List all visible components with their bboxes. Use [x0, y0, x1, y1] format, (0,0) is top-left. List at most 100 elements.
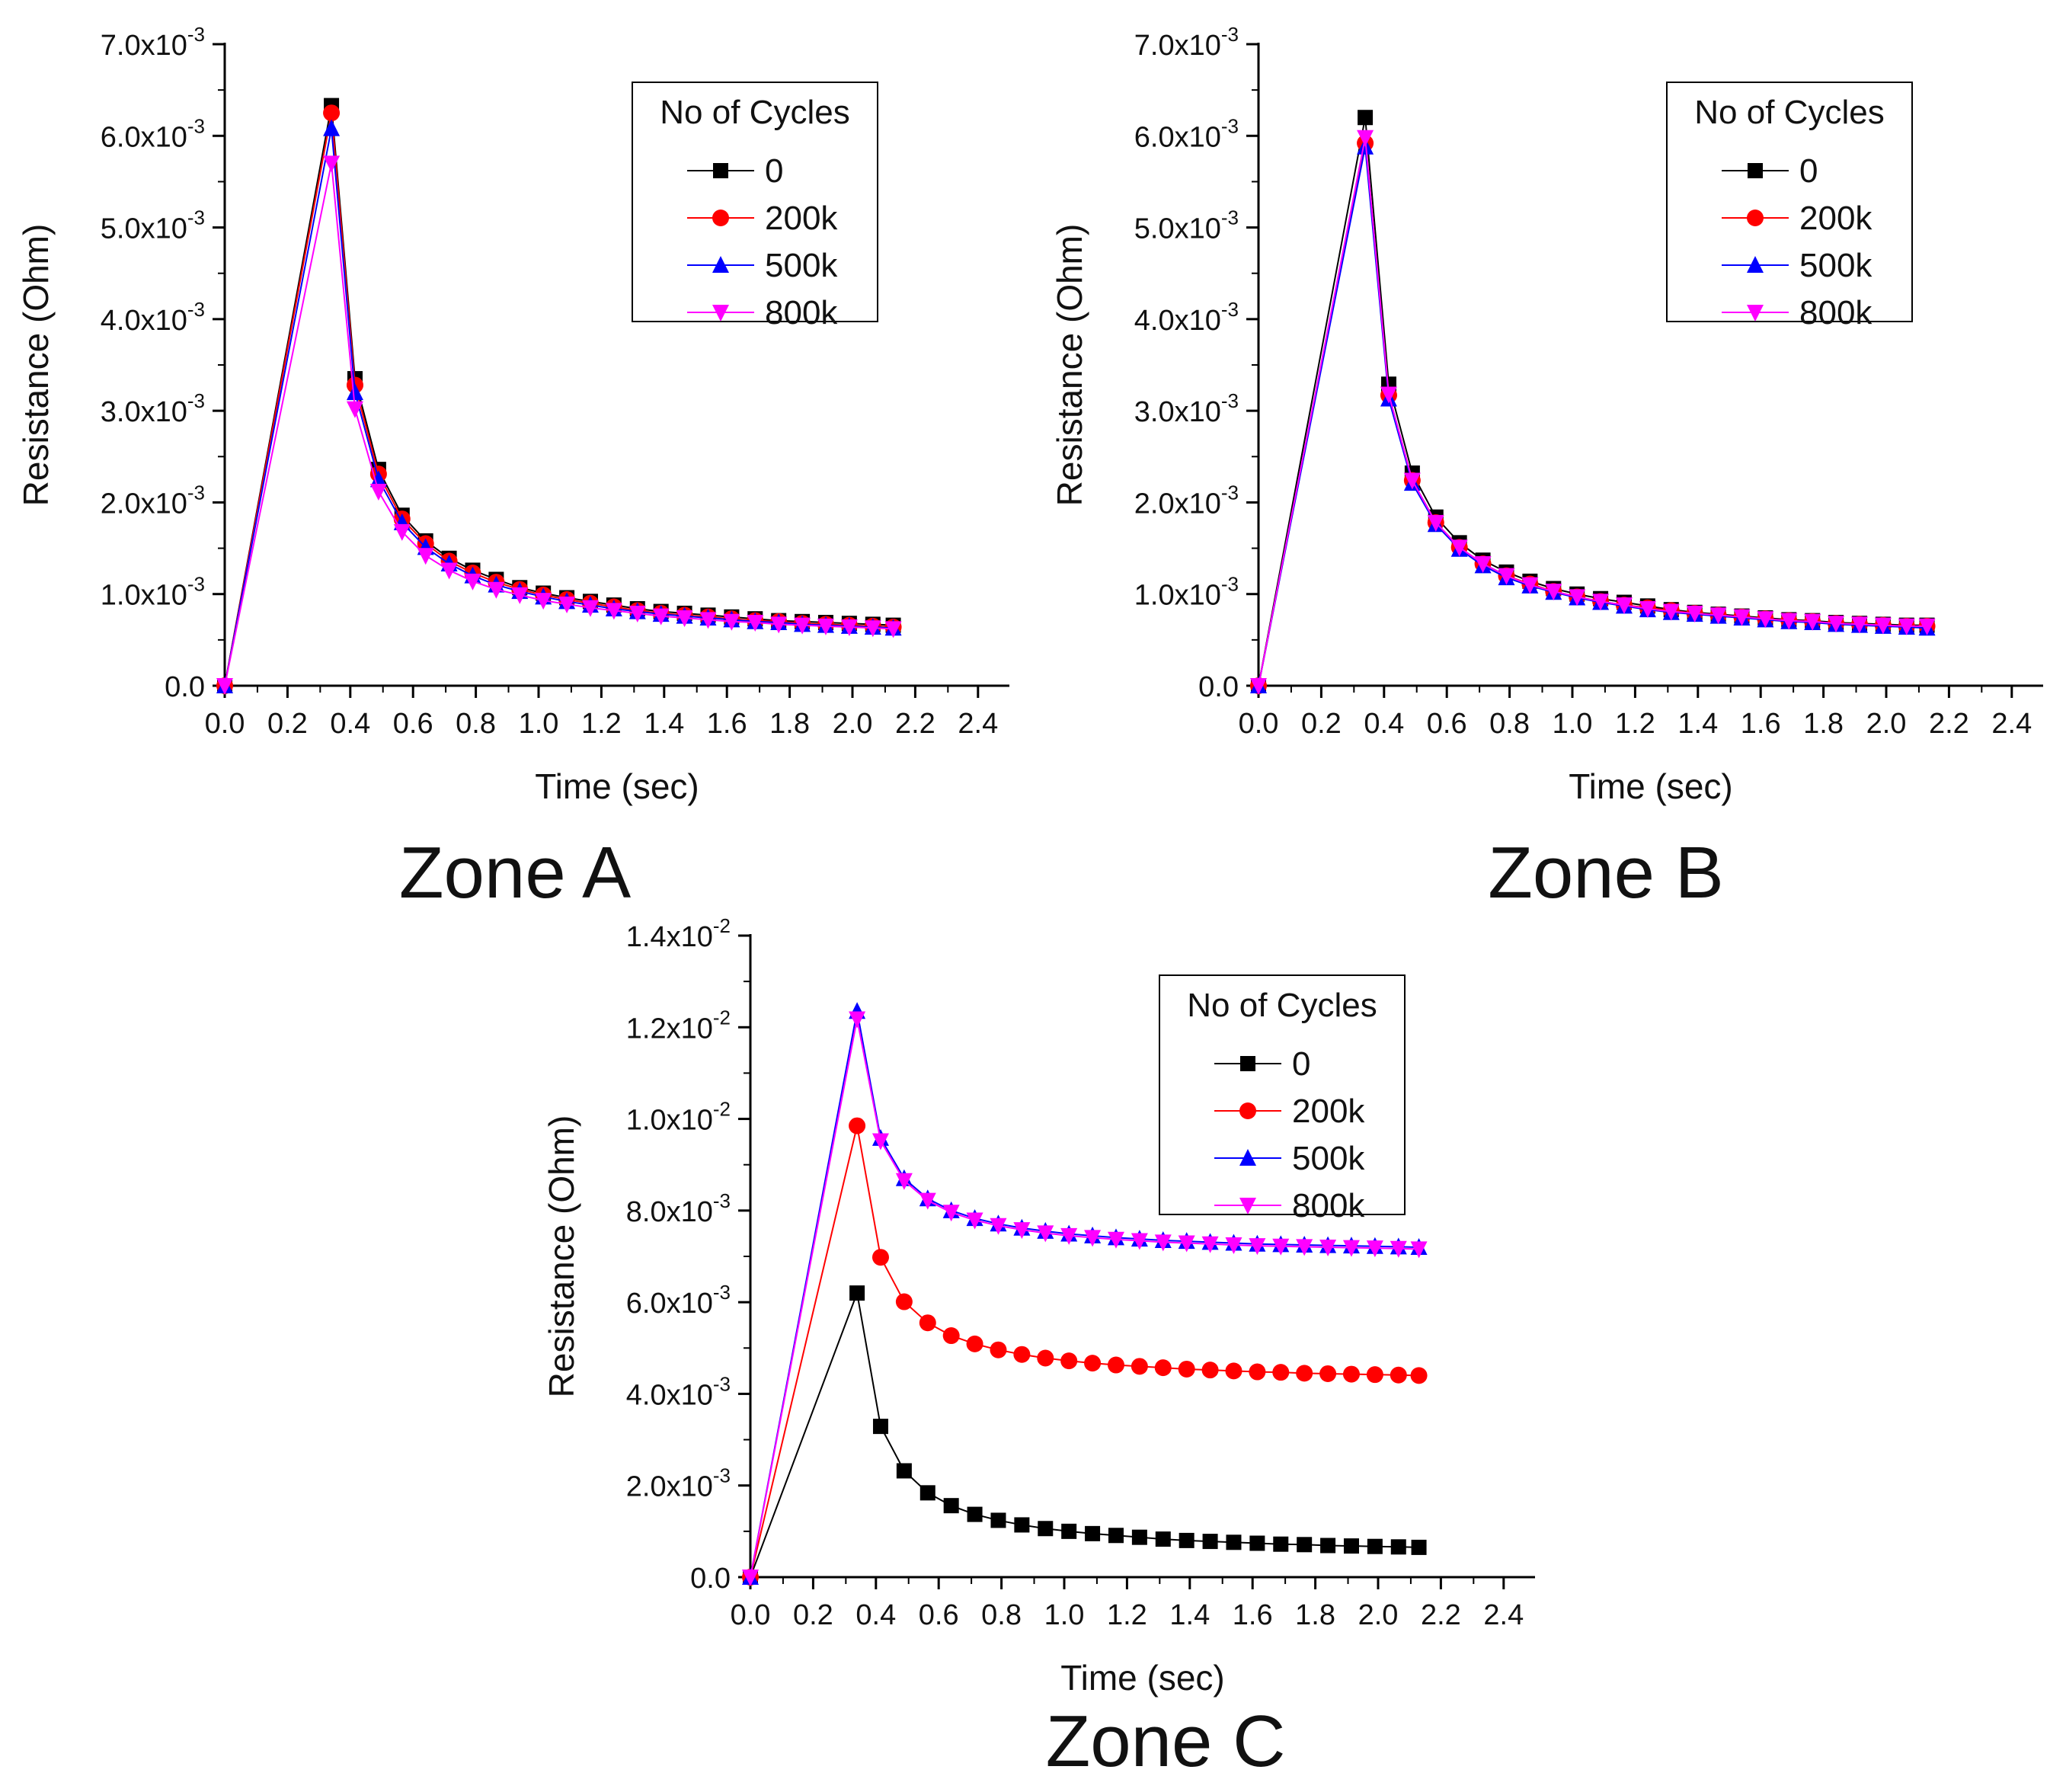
data-point	[1296, 1365, 1313, 1382]
x-tick-label: 2.2	[1929, 708, 1969, 740]
legend-label: 200k	[765, 200, 838, 237]
legend: No of Cycles 0 200k 500k 800k	[1666, 82, 1913, 331]
data-point	[1521, 577, 1539, 594]
panel-title-zone-c: Zone C	[1046, 1701, 1286, 1782]
data-point	[1850, 616, 1868, 634]
legend-marker	[1239, 1102, 1256, 1119]
data-point	[440, 562, 458, 580]
y-tick-label: 8.0x10-3	[626, 1189, 731, 1228]
panel-title-zone-b: Zone B	[1488, 832, 1724, 914]
legend-box	[1666, 82, 1913, 322]
data-point	[1154, 1359, 1172, 1377]
data-point	[1780, 613, 1798, 630]
data-point	[1662, 603, 1680, 621]
x-tick-label: 1.8	[1803, 708, 1844, 740]
data-point	[1898, 618, 1915, 635]
x-tick-label: 2.4	[1483, 1599, 1524, 1631]
x-tick-label: 0.0	[731, 1599, 771, 1631]
data-point	[1272, 1238, 1290, 1256]
data-point	[393, 523, 411, 541]
data-point	[1249, 1363, 1266, 1381]
series-line	[750, 1290, 1419, 1578]
x-axis-title: Time (sec)	[535, 766, 699, 806]
data-point	[488, 581, 505, 599]
data-point	[1874, 617, 1892, 635]
data-point	[1918, 618, 1936, 635]
y-tick-label: 2.0x10-3	[626, 1464, 731, 1503]
x-tick-label: 1.2	[581, 708, 622, 740]
y-tick-label: 1.0x10-2	[626, 1098, 731, 1137]
data-point	[742, 1570, 759, 1586]
y-tick-label: 0.0	[1198, 671, 1239, 703]
legend-marker	[712, 210, 729, 226]
legend-box	[632, 82, 878, 322]
data-point	[216, 678, 233, 695]
y-tick-label: 2.0x10-3	[101, 481, 205, 520]
data-point	[1225, 1362, 1242, 1380]
y-tick-label: 4.0x10-3	[626, 1372, 731, 1411]
data-point	[990, 1341, 1007, 1358]
legend: No of Cycles 0 200k 500k 800k	[1159, 974, 1406, 1224]
data-point	[652, 608, 670, 626]
data-point	[1410, 1241, 1428, 1259]
data-point	[1592, 594, 1610, 611]
chart-zone-a: 0.0 0.2 0.4 0.6 0.8 1.0 1.2 1.4 1.6 1.8 2.0 2.2 2.4 0…	[16, 23, 1009, 806]
data-point	[919, 1192, 936, 1210]
legend-label: 200k	[1799, 200, 1873, 237]
x-tick-label: 2.4	[958, 708, 998, 740]
x-tick-label: 0.2	[793, 1599, 833, 1631]
y-tick-label: 1.0x10-3	[101, 573, 205, 612]
series-200k	[742, 1117, 1428, 1586]
y-tick-label: 3.0x10-3	[101, 389, 205, 428]
data-point	[1545, 584, 1562, 601]
data-point	[817, 618, 834, 635]
data-point	[1390, 1539, 1406, 1555]
x-tick-label: 1.2	[1107, 1599, 1147, 1631]
y-tick-label: 7.0x10-3	[101, 23, 205, 62]
x-tick-label: 1.2	[1615, 708, 1655, 740]
data-point	[1498, 568, 1515, 585]
legend-marker	[1747, 305, 1764, 322]
x-tick-label: 1.0	[1553, 708, 1593, 740]
y-tick-label: 0.0	[690, 1563, 731, 1595]
data-point	[1367, 1538, 1383, 1554]
series-800k	[1250, 130, 1936, 695]
legend-marker	[1747, 256, 1764, 273]
data-point	[872, 1419, 888, 1435]
legend-box	[1159, 974, 1406, 1215]
data-point	[1366, 1240, 1383, 1258]
data-point	[990, 1218, 1007, 1235]
x-tick-label: 0.6	[919, 1599, 959, 1631]
data-point	[1615, 597, 1633, 615]
legend-label: 500k	[765, 247, 838, 284]
data-point	[1390, 1366, 1407, 1384]
data-point	[628, 605, 646, 622]
data-point	[1107, 1231, 1124, 1249]
data-point	[1038, 1521, 1054, 1537]
chart-zone-b: 0.0 0.2 0.4 0.6 0.8 1.0 1.2 1.4 1.6 1.8 2.0 2.2 2.4 0…	[1050, 23, 2043, 806]
legend-label: 500k	[1292, 1140, 1365, 1177]
data-point	[1202, 1534, 1218, 1550]
data-point	[605, 603, 622, 620]
data-point	[558, 596, 576, 613]
series-0	[743, 1285, 1427, 1585]
data-point	[1131, 1529, 1147, 1545]
data-point	[1380, 386, 1397, 404]
data-point	[1403, 472, 1421, 490]
y-axis-title: Resistance (Ohm)	[542, 1115, 581, 1398]
x-tick-label: 0.4	[330, 708, 370, 740]
data-point	[1178, 1235, 1195, 1253]
data-point	[871, 1249, 889, 1266]
data-point	[1427, 514, 1444, 532]
data-point	[966, 1335, 983, 1352]
data-point	[723, 613, 740, 631]
data-point	[1474, 556, 1492, 574]
x-axis-title: Time (sec)	[1060, 1658, 1225, 1698]
data-point	[864, 620, 881, 638]
y-tick-label: 0.0	[165, 671, 205, 703]
data-point	[1249, 1238, 1266, 1256]
x-tick-label: 1.8	[1295, 1599, 1335, 1631]
data-point	[849, 1285, 865, 1301]
data-point	[581, 600, 599, 617]
x-tick-label: 1.8	[769, 708, 810, 740]
